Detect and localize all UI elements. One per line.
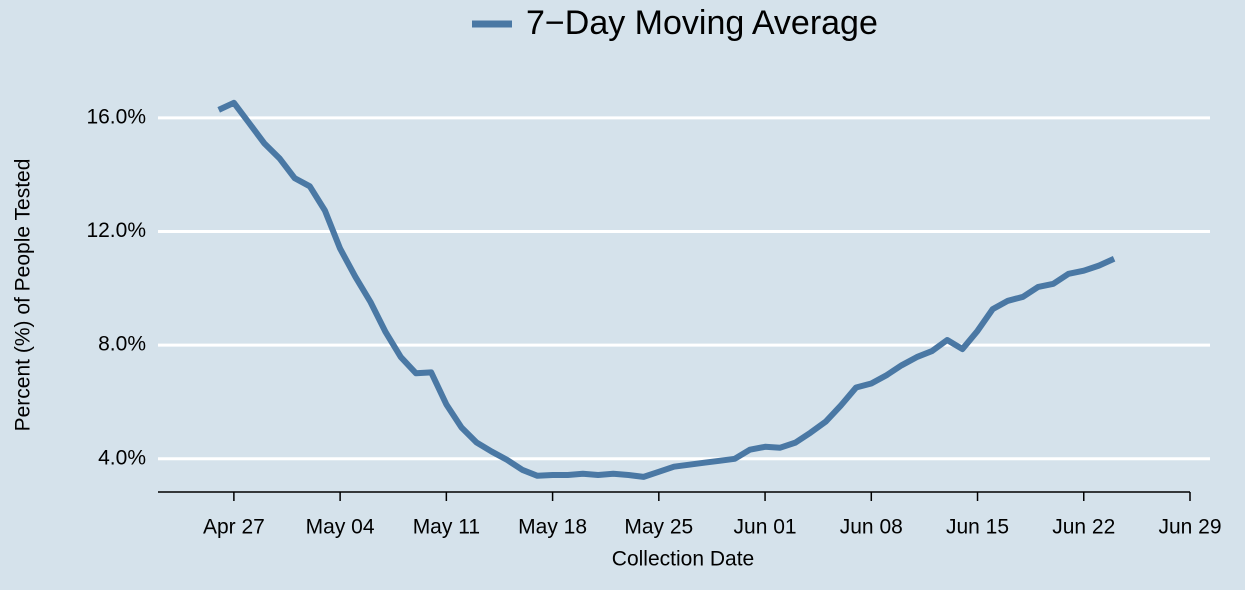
x-tick-label: May 11	[413, 516, 480, 539]
x-tick-label: Jun 15	[946, 516, 1009, 539]
x-tick-label: Apr 27	[203, 516, 265, 539]
x-tick-label: May 25	[624, 516, 693, 539]
x-axis-title: Collection Date	[612, 548, 754, 571]
y-tick-label: 16.0%	[86, 105, 146, 128]
legend-label: 7−Day Moving Average	[526, 4, 878, 42]
y-tick-label: 12.0%	[86, 219, 146, 242]
y-tick-label: 4.0%	[98, 446, 146, 469]
x-tick-label: May 04	[306, 516, 375, 539]
data-line	[217, 99, 1116, 480]
x-tick-label: Jun 29	[1158, 516, 1221, 539]
x-tick-label: Jun 22	[1052, 516, 1115, 539]
x-tick-label: Jun 08	[840, 516, 903, 539]
y-axis-title: Percent (%) of People Tested	[12, 159, 35, 432]
x-tick-label: Jun 01	[734, 516, 797, 539]
x-tick-label: May 18	[518, 516, 587, 539]
y-tick-label: 8.0%	[98, 333, 146, 356]
